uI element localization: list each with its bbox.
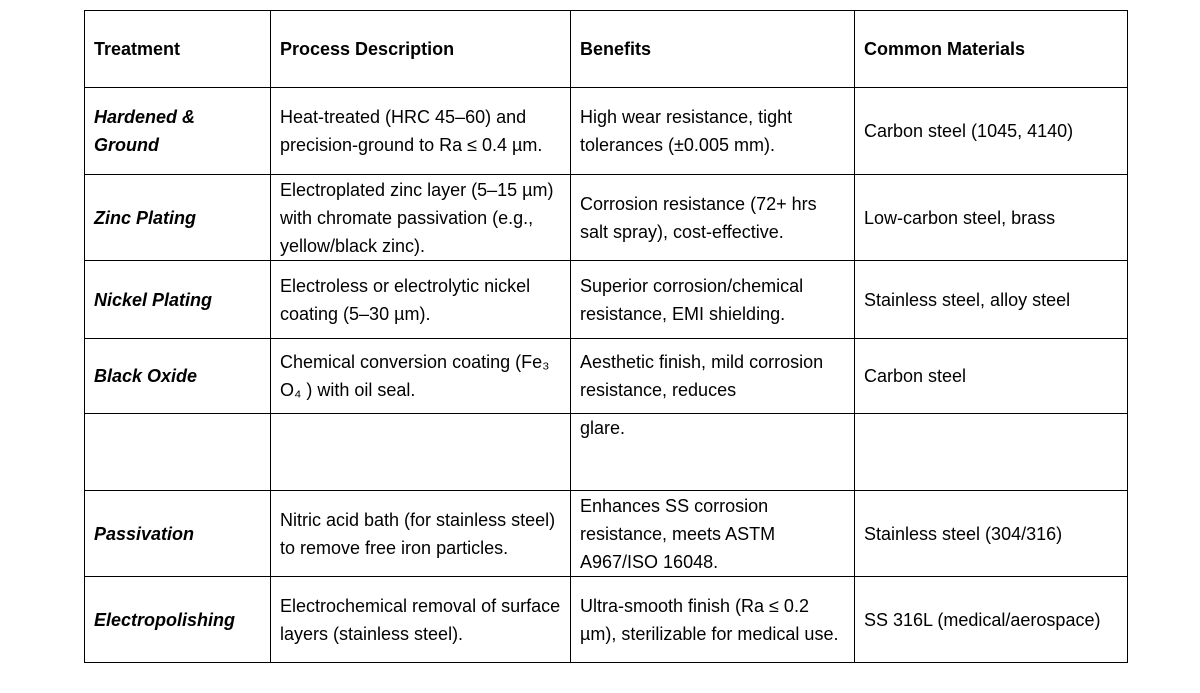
cell: Low-carbon steel, brass [854, 174, 1128, 261]
header-cell: Benefits [570, 10, 855, 88]
treatment-cell: Zinc Plating [84, 174, 271, 261]
cell: Carbon steel (1045, 4140) [854, 87, 1128, 175]
cell: Stainless steel (304/316) [854, 490, 1128, 577]
table-row: Hardened & Ground Heat-treated (HRC 45–60… [84, 87, 1128, 175]
treatment-cell: Black Oxide [84, 338, 271, 414]
header-cell: Process Description [270, 10, 571, 88]
table-row: Electropolishing Electrochemical removal … [84, 576, 1128, 663]
table-body: Treatment Process Description Benefits Comm… [84, 10, 1128, 663]
cell: Electroless or electrolytic nickel coati… [270, 260, 571, 339]
treatment-cell: Electropolishing [84, 576, 271, 663]
cell: Chemical conversion coating (Fe₃ O₄ ) wi… [270, 338, 571, 414]
header-cell: Treatment [84, 10, 271, 88]
cell: Electroplated zinc layer (5–15 µm) with … [270, 174, 571, 261]
cell: Ultra-smooth finish (Ra ≤ 0.2 µm), steri… [570, 576, 855, 663]
cell: Stainless steel, alloy steel [854, 260, 1128, 339]
cell [854, 413, 1128, 491]
header-row: Treatment Process Description Benefits Comm… [84, 10, 1128, 88]
cell [270, 413, 571, 491]
treatment-cell: Passivation [84, 490, 271, 577]
cell: Heat-treated (HRC 45–60) and precision-g… [270, 87, 571, 175]
cell: Superior corrosion/chemical resistance, … [570, 260, 855, 339]
cell: SS 316L (medical/aerospace) [854, 576, 1128, 663]
cell: Corrosion resistance (72+ hrs salt spray… [570, 174, 855, 261]
cell: Aesthetic finish, mild corrosion resista… [570, 338, 855, 414]
table-row: Zinc Plating Electroplated zinc layer (5–… [84, 174, 1128, 261]
table-row: glare. [84, 413, 1128, 491]
cell: Electrochemical removal of surface layer… [270, 576, 571, 663]
table-row: Passivation Nitric acid bath (for stainle… [84, 490, 1128, 577]
treatment-table: Treatment Process Description Benefits Comm… [84, 10, 1128, 663]
treatment-cell [84, 413, 271, 491]
cell: Enhances SS corrosion resistance, meets … [570, 490, 855, 577]
cell: Carbon steel [854, 338, 1128, 414]
cell: Nitric acid bath (for stainless steel) t… [270, 490, 571, 577]
treatment-cell: Nickel Plating [84, 260, 271, 339]
treatment-cell: Hardened & Ground [84, 87, 271, 175]
cell: glare. [570, 413, 855, 491]
header-cell: Common Materials [854, 10, 1128, 88]
table-row: Nickel Plating Electroless or electrolyti… [84, 260, 1128, 339]
table-row: Black Oxide Chemical conversion coating (… [84, 338, 1128, 414]
cell: High wear resistance, tight tolerances (… [570, 87, 855, 175]
